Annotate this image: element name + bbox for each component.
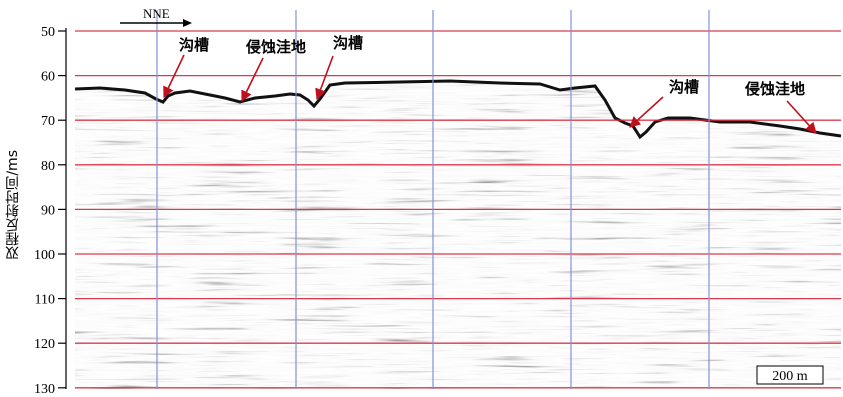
direction-label: NNE xyxy=(143,6,170,21)
grid-lines xyxy=(75,10,841,389)
annotation-label: 沟槽 xyxy=(179,36,209,54)
y-axis-ticks: 50 60 70 80 90 100 110 120 130 xyxy=(34,25,66,397)
annotation-arrow xyxy=(163,54,185,99)
annotation-arrow xyxy=(629,96,664,128)
y-tick-label: 60 xyxy=(41,70,55,85)
scale-bar-box xyxy=(756,365,824,385)
annotation-arrow xyxy=(241,57,264,103)
y-tick-label: 110 xyxy=(35,293,55,308)
y-tick-label: 70 xyxy=(41,114,55,129)
y-tick-label: 90 xyxy=(41,203,55,218)
annotation-arrow xyxy=(786,100,817,134)
direction-arrow-icon xyxy=(183,19,192,27)
y-tick-label: 50 xyxy=(41,25,55,40)
annotation-label: 沟槽 xyxy=(669,78,699,96)
annotation-label: 沟槽 xyxy=(333,34,363,52)
direction-indicator: NNE xyxy=(120,6,192,27)
y-tick-label: 100 xyxy=(34,248,55,263)
seabed-reflector xyxy=(74,79,842,140)
seismic-image xyxy=(74,79,842,389)
annotation-label: 侵蚀洼地 xyxy=(744,80,805,98)
annotation-arrow xyxy=(315,55,334,101)
y-tick-label: 120 xyxy=(34,337,55,352)
seismic-reflection-texture xyxy=(75,81,841,389)
scale-bar-label: 200 m xyxy=(772,369,808,384)
annotation-label: 侵蚀洼地 xyxy=(245,38,306,56)
y-axis-title: 双程反射时间/ms xyxy=(5,150,21,260)
y-axis-title-wrap: 双程反射时间/ms xyxy=(2,60,24,350)
y-tick-label: 80 xyxy=(41,159,55,174)
y-tick-label: 130 xyxy=(34,382,55,393)
scale-bar: 200 m xyxy=(756,365,824,385)
